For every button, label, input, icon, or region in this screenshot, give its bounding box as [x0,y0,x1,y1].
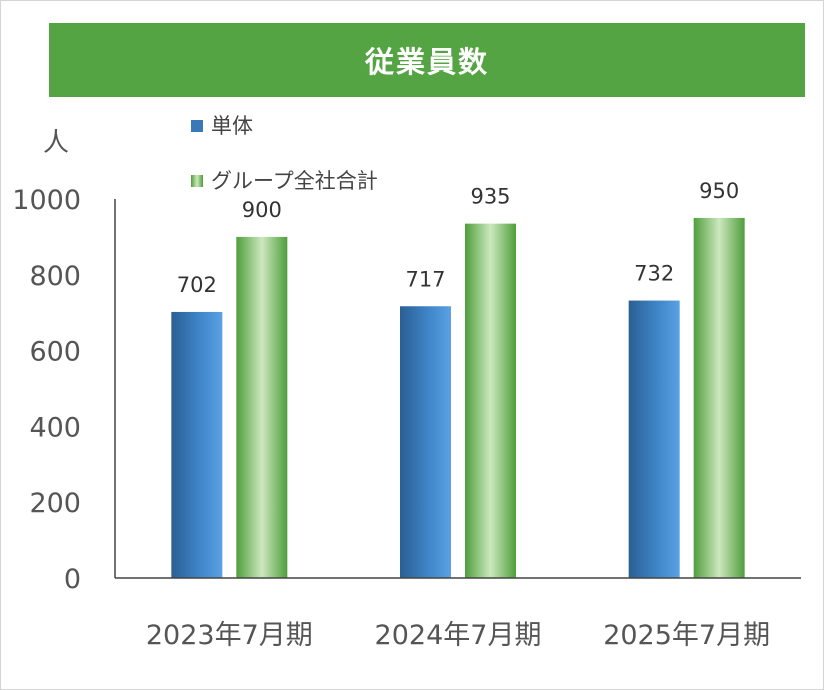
bar-group-total [693,217,745,578]
bar-standalone [171,311,223,578]
bar-value-label: 717 [405,267,445,291]
chart-title: 従業員数 [49,23,805,97]
y-tick-label: 1000 [12,185,81,216]
bar-value-label: 732 [634,262,674,286]
legend-label: 単体 [211,114,253,138]
x-tick-label: 2025年7月期 [603,620,770,651]
x-tick-label: 2024年7月期 [375,620,542,651]
bar-value-label: 950 [699,179,739,203]
y-tick-label: 800 [29,261,81,292]
bar-value-label: 702 [177,273,217,297]
y-tick-label: 400 [29,412,81,443]
legend-swatch [191,175,203,187]
legend-label: グループ全社合計 [211,169,378,193]
legend-swatch [191,120,203,132]
y-tick-label: 0 [64,564,81,595]
bar-group-total [236,236,288,578]
x-tick-label: 2023年7月期 [146,620,313,651]
bar-value-label: 900 [242,198,282,222]
bars: 702 900 717 935 732 950 [171,179,745,578]
y-axis: 0 200 400 600 800 1000 [12,185,81,595]
y-tick-label: 200 [29,488,81,519]
bar-standalone [628,300,680,578]
y-axis-unit-label: 人 [43,128,69,158]
x-axis: 2023年7月期 2024年7月期 2025年7月期 [146,620,770,651]
bar-value-label: 935 [470,185,510,209]
y-tick-label: 600 [29,337,81,368]
bar-group-total [465,223,516,578]
bar-standalone [400,306,451,578]
